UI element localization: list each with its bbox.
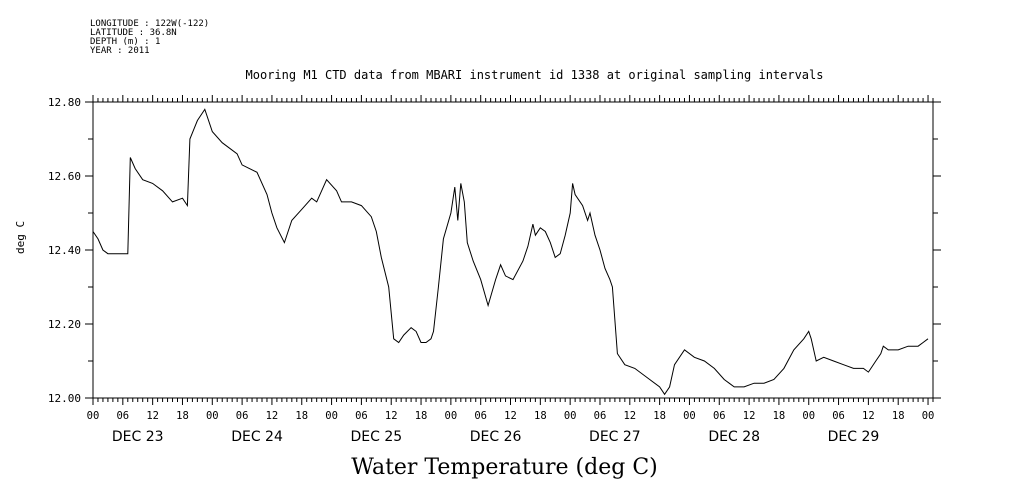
meta-year: YEAR : 2011 [90,46,150,56]
y-tick-label: 12.80 [48,96,81,109]
x-hour-label: 06 [236,410,249,422]
x-day-label: DEC 29 [828,429,880,445]
x-day-label: DEC 28 [708,429,760,445]
x-hour-label: 12 [862,410,875,422]
y-tick-label: 12.40 [48,244,81,257]
x-axis-title: Water Temperature (deg C) [351,455,658,480]
x-hour-label: 12 [266,410,279,422]
x-hour-label: 12 [146,410,159,422]
x-hour-label: 06 [116,410,129,422]
x-hour-label: 00 [206,410,219,422]
x-hour-label: 06 [594,410,607,422]
x-hour-label: 18 [653,410,666,422]
x-hour-label: 18 [534,410,547,422]
x-hour-label: 00 [802,410,815,422]
y-tick-label: 12.60 [48,170,81,183]
x-hour-label: 06 [355,410,368,422]
y-tick-label: 12.20 [48,318,81,331]
mooring-metadata: LONGITUDE : 122W(-122) LATITUDE : 36.8N … [90,20,209,56]
x-hour-label: 00 [325,410,338,422]
x-hour-label: 18 [295,410,308,422]
x-day-label: DEC 26 [470,429,522,445]
plot-frame [92,101,934,399]
x-hour-label: 00 [564,410,577,422]
meta-longitude: LONGITUDE : 122W(-122) [90,19,210,29]
x-hour-label: 06 [474,410,487,422]
y-tick-label: 12.00 [48,392,81,405]
x-hour-label: 12 [385,410,398,422]
x-hour-label: 12 [743,410,756,422]
x-hour-label: 00 [87,410,100,422]
x-hour-label: 00 [922,410,935,422]
x-hour-label: 06 [832,410,845,422]
x-hour-label: 18 [176,410,189,422]
x-hour-label: 12 [623,410,636,422]
x-hour-label: 12 [504,410,517,422]
x-day-label: DEC 27 [589,429,641,445]
x-day-label: DEC 24 [231,429,283,445]
chart-title: Mooring M1 CTD data from MBARI instrumen… [245,68,824,82]
x-hour-label: 18 [892,410,905,422]
meta-depth: DEPTH (m) : 1 [90,37,161,47]
x-hour-label: 18 [773,410,786,422]
x-hour-label: 18 [415,410,428,422]
x-hour-label: 00 [683,410,696,422]
temperature-series-line [92,108,929,396]
x-hour-label: 00 [445,410,458,422]
x-day-label: DEC 25 [350,429,402,445]
meta-latitude: LATITUDE : 36.8N [90,28,177,38]
x-hour-label: 06 [713,410,726,422]
x-day-label: DEC 23 [112,429,164,445]
